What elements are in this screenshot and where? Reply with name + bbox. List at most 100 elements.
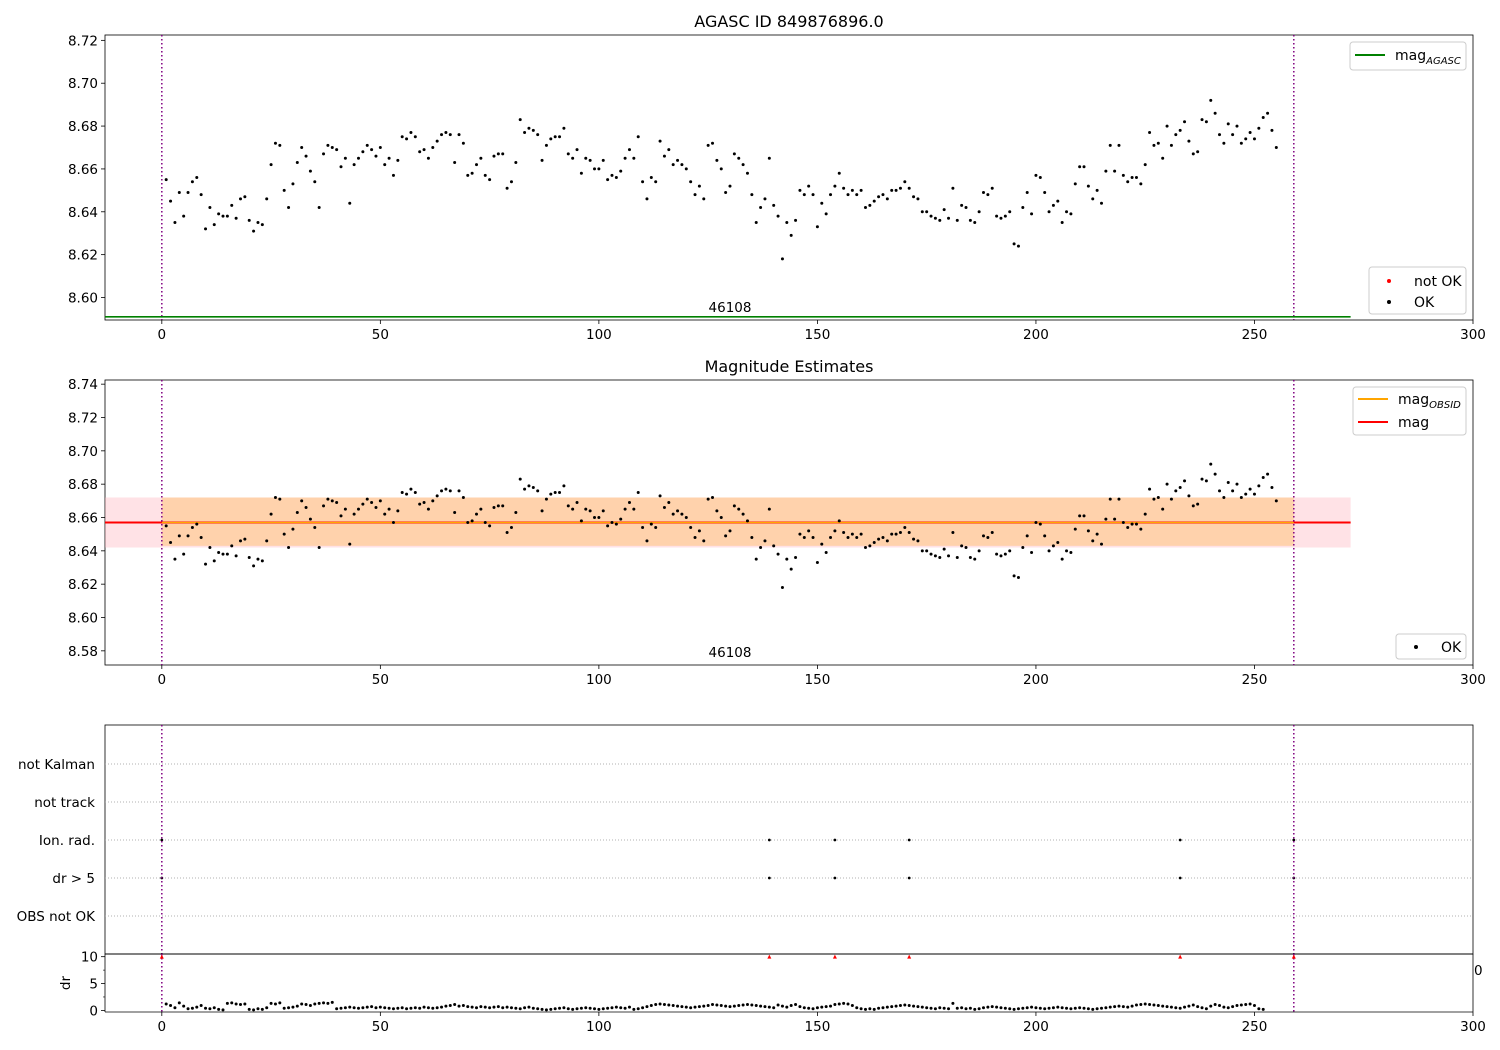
data-point — [260, 223, 264, 227]
data-point — [938, 1006, 942, 1010]
data-point — [1266, 111, 1270, 115]
data-point — [732, 1004, 736, 1008]
data-point — [1130, 522, 1134, 526]
dr-clipped-marker — [1178, 954, 1183, 959]
data-point — [794, 218, 798, 222]
x-tick-label: 50 — [372, 672, 389, 688]
data-point — [1143, 512, 1147, 516]
data-point — [278, 143, 282, 147]
data-point — [282, 1006, 286, 1010]
data-point — [811, 1007, 815, 1011]
y-tick-label: 8.60 — [68, 611, 98, 627]
data-point — [925, 549, 929, 553]
data-point — [518, 118, 522, 122]
data-point — [173, 221, 177, 224]
data-point — [912, 195, 916, 199]
data-point — [1196, 1005, 1200, 1009]
data-point — [1126, 526, 1130, 529]
data-point — [903, 1003, 907, 1007]
data-point — [483, 1005, 487, 1009]
data-point — [562, 1006, 566, 1010]
data-point — [693, 1005, 697, 1009]
x-tick-label: 150 — [805, 672, 831, 688]
data-point — [1226, 122, 1230, 126]
data-point — [1121, 1005, 1125, 1009]
data-point — [466, 173, 470, 177]
data-point — [1016, 244, 1020, 248]
data-point — [1099, 542, 1103, 546]
data-point — [920, 210, 924, 214]
data-point — [977, 210, 981, 214]
data-point — [999, 216, 1003, 220]
data-point — [588, 158, 592, 162]
data-point — [750, 1003, 754, 1007]
data-point — [1148, 487, 1152, 491]
data-point — [1091, 197, 1095, 201]
data-point — [1047, 210, 1051, 214]
data-point — [234, 1002, 238, 1006]
dr-clipped-marker — [832, 954, 837, 959]
data-point — [265, 539, 269, 543]
data-point — [662, 1002, 666, 1006]
data-point — [794, 556, 798, 559]
data-point — [1099, 1006, 1103, 1010]
data-point — [1152, 143, 1156, 147]
data-point — [453, 511, 457, 514]
data-point — [1078, 1006, 1082, 1010]
data-point — [374, 506, 378, 509]
data-point — [422, 501, 426, 504]
data-point — [295, 511, 299, 514]
data-point — [1156, 496, 1160, 499]
data-point — [483, 173, 487, 177]
data-point — [405, 492, 409, 496]
legend-label-main: mag — [1398, 415, 1429, 431]
data-point — [680, 163, 684, 167]
data-point — [1174, 1006, 1178, 1010]
data-point — [1204, 1007, 1208, 1011]
dr-clipped-marker — [767, 954, 772, 959]
data-point — [182, 552, 186, 556]
dr-clipped-marker — [907, 954, 912, 959]
data-point — [711, 496, 715, 499]
data-point — [684, 167, 688, 171]
data-point — [1200, 1006, 1204, 1010]
y-tick-label: 0 — [89, 1003, 98, 1019]
data-point — [579, 519, 583, 523]
data-point — [461, 141, 465, 145]
data-point — [444, 487, 448, 491]
y-tick-label: 8.68 — [68, 119, 98, 135]
y-tick-label: 8.62 — [68, 577, 98, 593]
data-point — [1252, 137, 1256, 141]
data-point — [1056, 1005, 1060, 1009]
data-point — [1174, 133, 1178, 137]
data-point — [575, 148, 579, 152]
data-point — [1187, 494, 1191, 498]
data-point — [636, 135, 640, 139]
data-point — [662, 506, 666, 509]
data-point — [352, 512, 356, 516]
data-point — [829, 1004, 833, 1008]
data-point — [575, 1007, 579, 1011]
data-point — [1021, 206, 1025, 209]
data-point — [968, 218, 972, 222]
data-point — [1191, 152, 1195, 156]
x-tick-label: 250 — [1242, 1019, 1268, 1035]
data-point — [1030, 1005, 1034, 1009]
data-point — [964, 546, 968, 549]
data-point — [1012, 242, 1016, 246]
data-point — [877, 537, 881, 541]
data-point — [767, 507, 771, 511]
data-point — [995, 1005, 999, 1009]
data-point — [741, 512, 745, 516]
data-point — [440, 133, 444, 137]
data-point — [597, 516, 601, 519]
data-point — [850, 1004, 854, 1008]
data-point — [400, 135, 404, 139]
y-tick-label: 5 — [89, 977, 98, 993]
data-point — [169, 199, 173, 203]
data-point — [466, 1005, 470, 1009]
data-point — [396, 509, 400, 513]
data-point — [282, 188, 286, 192]
data-point — [802, 193, 806, 197]
data-point — [317, 206, 321, 209]
